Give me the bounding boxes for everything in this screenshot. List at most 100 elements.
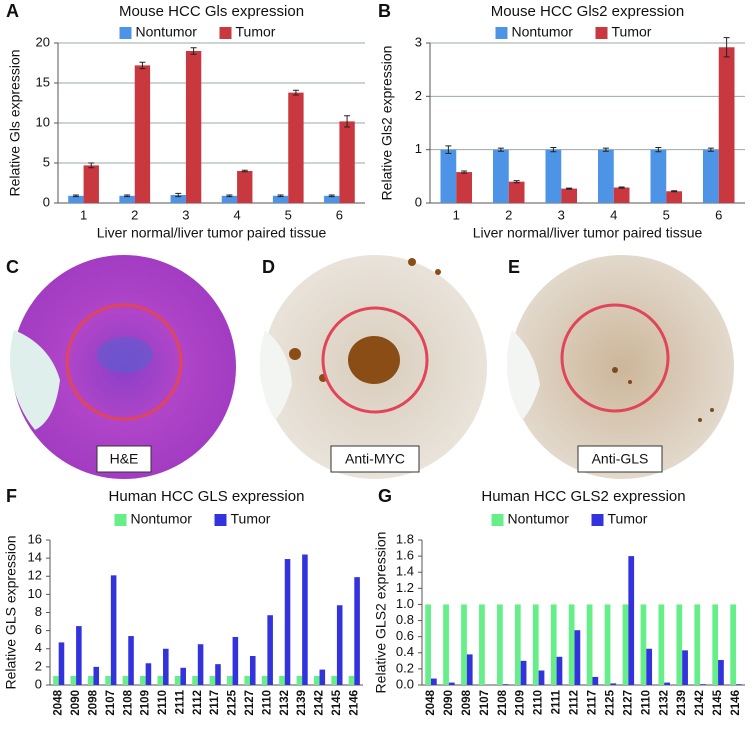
bar [682,650,688,685]
y-tick-label: 0.0 [396,676,414,691]
bar [514,604,521,685]
x-tick-label: 5 [663,207,670,222]
bar [70,675,77,685]
x-tick-label: 2117 [209,690,221,715]
bar [604,604,611,685]
panel-letter: F [6,486,17,506]
x-tick-label: 2098 [461,689,473,715]
x-tick-label: 2108 [497,689,509,715]
y-tick-label: 2 [35,658,42,673]
y-axis-label: Relative GLS2 expression [373,532,389,694]
legend-label: Tumor [612,24,652,40]
x-tick-label: 2090 [443,690,455,716]
bar [658,604,665,685]
bar [545,149,562,203]
image-caption: H&E [110,451,139,467]
legend-swatch [491,514,504,526]
x-tick-label: 2132 [279,690,291,716]
bar [170,195,186,203]
x-tick-label: 2109 [515,690,527,716]
x-tick-label: 2145 [331,689,343,715]
x-tick-label: 2111 [174,689,186,714]
bar [628,556,635,685]
bar [58,642,65,685]
x-tick-label: 2098 [88,689,100,715]
chart-title: Human HCC GLS expression [109,488,305,505]
bar [556,656,563,685]
bar [425,604,431,685]
x-tick-label: 2142 [694,690,706,716]
bar [237,171,253,203]
error-bar [328,194,335,198]
x-tick-label: 2139 [296,690,308,716]
y-tick-label: 0 [415,194,422,209]
panel-letter: E [508,257,520,277]
bar [76,626,82,685]
bar [197,644,204,685]
bar [119,195,135,203]
legend-swatch [114,514,127,526]
error-bar [88,162,95,169]
bar [279,675,285,685]
y-tick-label: 0.6 [396,628,414,643]
image-panel-e [506,255,734,479]
legend-swatch [214,514,227,526]
bar [430,678,437,685]
error-bar [513,180,520,184]
bar [221,195,238,203]
y-tick-label: 1.4 [396,564,414,579]
y-tick-label: 0 [35,676,42,691]
x-tick-label: 2145 [712,689,724,715]
y-tick-label: 12 [28,568,42,583]
x-tick-label: 6 [715,207,722,222]
bar [331,675,337,685]
bar [354,577,360,685]
x-tick-label: 1 [80,207,87,222]
chart-title: Human HCC GLS2 expression [481,488,685,505]
y-tick-label: 0.8 [396,612,414,627]
x-tick-label: 2146 [730,690,742,716]
bar [261,675,268,685]
y-tick-label: 0.2 [396,660,414,675]
bar [694,604,701,685]
bar [718,660,724,685]
bar [592,676,599,685]
y-tick-label: 10 [28,586,42,601]
error-bar [190,47,197,55]
bar [180,667,186,685]
bar [174,675,181,685]
bar [128,636,134,685]
y-axis-label: Relative Gls2 expression [379,46,395,201]
y-tick-label: 4 [35,640,42,655]
bar [348,675,355,685]
bar [227,675,233,685]
bar [466,654,473,685]
x-tick-label: 2 [505,207,512,222]
x-tick-label: 6 [336,207,343,222]
bar [336,605,343,685]
legend-swatch [495,27,508,39]
bar [232,636,239,685]
bar [456,172,472,203]
x-tick-label: 2139 [676,690,688,716]
bar [440,149,457,203]
bar [640,604,647,685]
bar [574,630,581,685]
bar [185,51,202,203]
bar [508,181,525,203]
x-tick-label: 2110 [533,690,545,715]
bar [324,195,340,203]
error-bar [241,169,248,173]
y-tick-label: 3 [415,34,422,49]
legend-label: Tumor [231,511,271,527]
bar [666,191,682,203]
bar [493,149,509,203]
x-tick-label: 2110 [157,690,169,715]
chart-title: Mouse HCC Gls expression [119,3,304,20]
bar [192,675,198,685]
legend-label: Nontumor [508,511,570,527]
x-tick-label: 1 [453,207,460,222]
error-bar [175,192,182,198]
bar [163,648,169,685]
